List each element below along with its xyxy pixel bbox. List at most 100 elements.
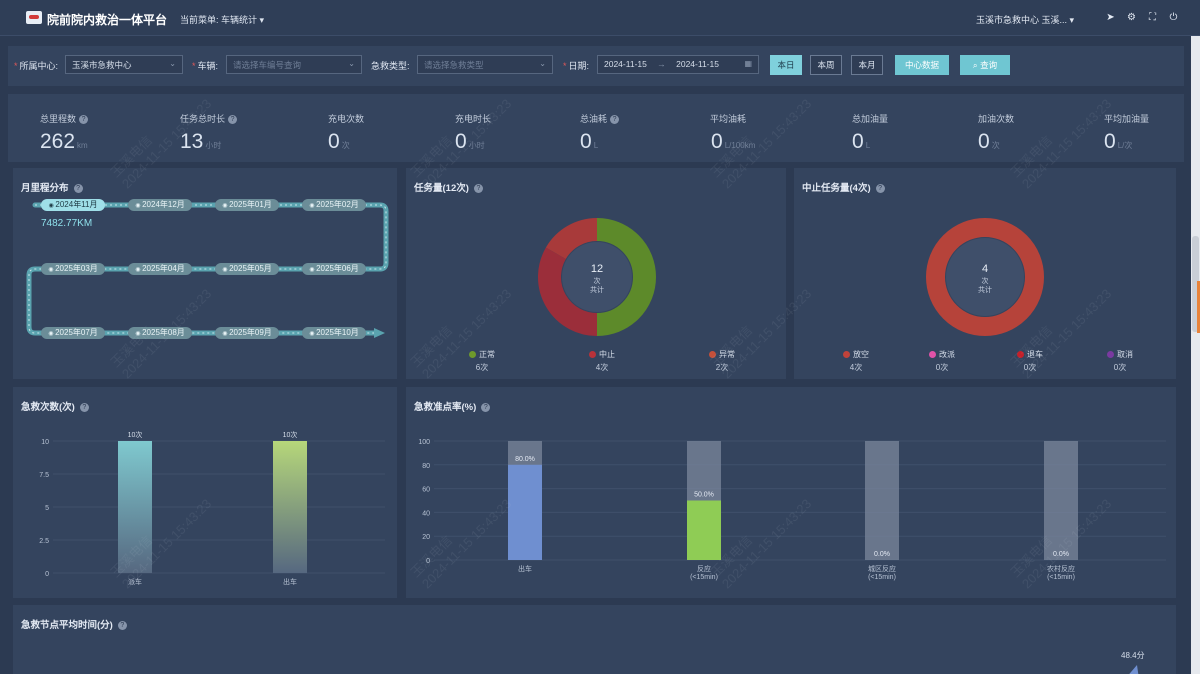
scrollbar-thumb[interactable] [1192,236,1199,332]
legend-item[interactable]: 改派 0次 [922,349,962,373]
this-week-button[interactable]: 本周 [810,55,842,75]
mileage-panel-title: 月里程分布? [21,180,83,194]
x-tick-label: 派车 [128,577,142,586]
stat-label: 平均加油量 [1104,114,1150,124]
month-item[interactable]: ◉ 2025年07月 [41,327,105,339]
donut-unit: 次 [982,276,989,285]
location-pin-icon: ◉ [135,203,143,209]
help-icon[interactable]: ? [875,183,885,193]
help-icon[interactable]: ? [117,620,127,630]
this-month-button[interactable]: 本月 [851,55,883,75]
x-tick-label: (<15min) [868,574,896,581]
legend-item[interactable]: 退车 0次 [1010,349,1050,373]
stat-unit: km [77,141,88,150]
stat-item: 总里程数? 262 km [8,94,138,162]
legend-dot-icon [929,351,936,359]
donut-slice[interactable] [596,218,656,336]
donut-total: 4 [982,263,988,275]
node-time-panel: 急救节点平均时间(分)? 48.4分 [13,605,1176,674]
bar[interactable] [687,500,721,561]
stats-summary: 总里程数? 262 km 任务总时长? 13 小时 充电次数 0 次充电时长 0 小时 总油耗? 0 L 平… [8,94,1184,162]
gear-icon[interactable]: ⚙ [1127,12,1136,23]
power-icon[interactable]: ⏻ [1169,12,1178,23]
stat-label: 加油次数 [978,114,1015,124]
mileage-panel: 月里程分布? ◉ 2024年11月 ◉ 2024年12月 ◉ 2025年01月 ◉ 2… [13,168,397,379]
bar-background [865,441,899,560]
month-item[interactable]: ◉ 2025年03月 [41,263,105,275]
help-icon[interactable]: ? [481,402,491,412]
legend-item[interactable]: 放空 4次 [836,349,876,373]
month-item[interactable]: ◉ 2025年02月 [302,199,366,211]
month-item[interactable]: ◉ 2024年12月 [128,199,192,211]
vehicle-select[interactable]: 请选择车编号查询 ⌄ [226,55,362,74]
punctuality-chart: 10080604020080.0%出车50.0%反应(<15min)0.0%城区… [418,439,1166,581]
filter-bar: * 所属中心: 玉溪市急救中心 ⌄ * 车辆: 请选择车编号查询 ⌄ 急救类型: 请选择… [8,46,1184,86]
legend-item[interactable]: 中止 4次 [582,349,622,373]
stat-unit: 小时 [205,141,222,150]
page-scrollbar[interactable] [1191,36,1200,674]
help-icon[interactable]: ? [73,183,83,193]
stat-label: 任务总时长? [180,112,238,125]
query-button[interactable]: ⌕ 查询 [960,55,1010,75]
x-tick-label: 出车 [283,577,297,586]
donut-slice[interactable] [545,218,598,260]
emergency-count-panel: 急救次数(次)? 10 7.5 5 2.5 0 10次 派车 10次 出车 [13,387,397,598]
center-select[interactable]: 玉溪市急救中心 ⌄ [65,55,183,74]
stat-item: 加油次数 0 次 [8,94,1014,162]
vehicle-label: * 车辆: [192,61,219,71]
stat-item: 平均油耗 0 L/100km [8,94,755,162]
help-icon[interactable]: ? [473,183,483,193]
donut-slice[interactable] [538,247,598,336]
legend-item[interactable]: 正常 6次 [462,349,502,373]
month-item[interactable]: ◉ 2025年09月 [215,327,279,339]
y-tick-label: 10 [41,439,49,446]
bar[interactable] [273,441,307,573]
stat-unit: L [865,141,871,150]
bar-data-label: 10次 [128,430,143,439]
type-select[interactable]: 请选择急救类型 ⌄ [417,55,553,74]
stat-unit: 次 [341,141,350,150]
month-item[interactable]: ◉ 2025年08月 [128,327,192,339]
track-arrow-icon [374,328,385,338]
y-tick-label: 2.5 [39,538,49,545]
today-button[interactable]: 本日 [770,55,802,75]
legend-item[interactable]: 取消 0次 [1100,349,1140,373]
x-tick-label: (<15min) [1047,574,1075,581]
month-item[interactable]: ◉ 2025年10月 [302,327,366,339]
donut-slice[interactable] [926,218,1044,336]
stat-value: 0 L/次 [1104,130,1133,153]
bar-data-label: 0.0% [874,551,890,558]
help-icon[interactable]: ? [610,115,620,125]
x-tick-label: (<15min) [690,574,718,581]
month-item[interactable]: ◉ 2025年01月 [215,199,279,211]
bar-data-label: 80.0% [515,456,535,463]
legend-dot-icon [1107,351,1114,359]
help-icon[interactable]: ? [79,402,89,412]
date-range-picker[interactable]: 2024-11-15 → 2024-11-15 ▦ [597,55,759,74]
location-arrow-icon[interactable]: ➤ [1106,12,1115,23]
legend-item[interactable]: 异常 2次 [702,349,742,373]
month-item[interactable]: ◉ 2025年04月 [128,263,192,275]
stat-unit: L/100km [724,141,756,150]
center-data-button[interactable]: 中心数据 [895,55,949,75]
month-item[interactable]: ◉ 2025年06月 [302,263,366,275]
bar-data-label: 50.0% [694,492,714,499]
app-logo-icon [26,11,42,24]
y-tick-label: 5 [45,505,49,512]
help-icon[interactable]: ? [79,115,89,125]
stat-label: 总里程数? [40,112,89,125]
month-item[interactable]: ◉ 2025年05月 [215,263,279,275]
bar[interactable] [508,464,542,560]
y-tick-label: 80 [422,463,430,470]
help-icon[interactable]: ? [228,115,238,125]
fullscreen-icon[interactable]: ⛶ [1149,12,1156,23]
user-center-dropdown[interactable]: 玉溪市急救中心 玉溪... ▾ [975,15,1074,25]
stat-unit: L [593,141,599,150]
month-item[interactable]: ◉ 2024年11月 [41,199,105,211]
bar[interactable] [118,441,152,573]
current-menu-dropdown[interactable]: 当前菜单: 车辆统计 ▾ [180,15,265,25]
